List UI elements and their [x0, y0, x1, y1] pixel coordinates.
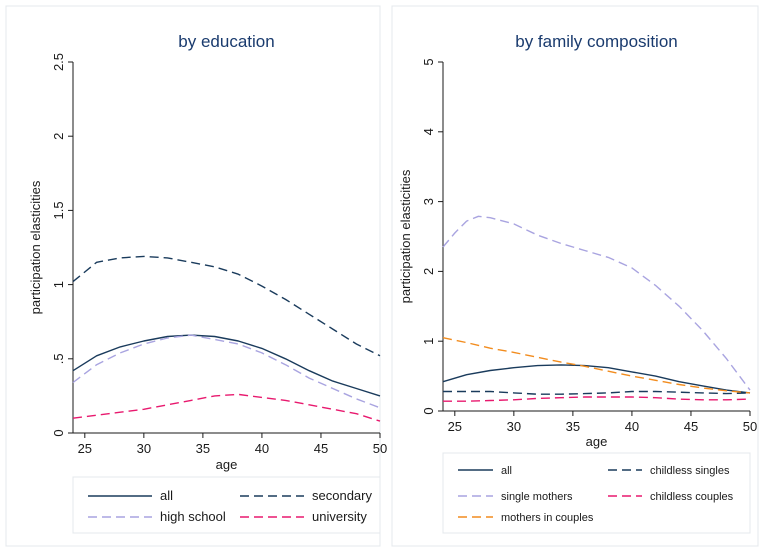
legend-label-secondary: secondary — [312, 488, 372, 503]
legend-label-high-school: high school — [160, 509, 226, 524]
x-axis-label: age — [216, 457, 238, 472]
series-line-single-mothers — [442, 215, 751, 391]
legend-label-all: all — [501, 465, 512, 477]
y-axis-label: participation elasticities — [398, 169, 413, 303]
legend-label-all: all — [160, 488, 173, 503]
x-tick-label: 30 — [507, 419, 521, 434]
y-tick-label: 1 — [421, 338, 436, 345]
chart-title: by family composition — [515, 32, 678, 51]
x-tick-label: 35 — [566, 419, 580, 434]
series-line-mothers-in-couples — [442, 337, 751, 394]
x-tick-label: 30 — [137, 441, 151, 456]
y-tick-label: 1 — [51, 281, 66, 288]
legend-label-childless-couples: childless couples — [650, 491, 734, 503]
y-tick-label: 3 — [421, 198, 436, 205]
x-tick-label: 50 — [743, 419, 757, 434]
y-tick-label: 0 — [51, 429, 66, 436]
y-tick-label: 2.5 — [51, 53, 66, 71]
legend-label-mothers-in-couples: mothers in couples — [501, 512, 594, 524]
y-tick-label: 1.5 — [51, 201, 66, 219]
panel-by-education: by education 0 .5 1 1.5 2 2.5 25 30 35 40 45 50 age pa… — [5, 5, 387, 547]
x-tick-label: 25 — [448, 419, 462, 434]
legend-label-single-mothers: single mothers — [501, 491, 573, 503]
y-axis-label: participation elasticities — [28, 180, 43, 314]
legend-label-university: university — [312, 509, 367, 524]
series-line-childless-singles — [443, 390, 751, 395]
chart-title: by education — [178, 32, 274, 51]
x-tick-label: 45 — [684, 419, 698, 434]
legend-label-childless-singles: childless singles — [650, 465, 730, 477]
legend-box — [72, 476, 381, 534]
x-axis-label: age — [586, 434, 608, 449]
y-tick-label: 0 — [421, 407, 436, 414]
x-tick-label: 40 — [255, 441, 269, 456]
series-line-all — [72, 334, 381, 397]
y-tick-label: 4 — [421, 128, 436, 135]
panel-frame — [5, 5, 381, 547]
series-line-childless-couples — [443, 396, 751, 402]
x-tick-label: 35 — [196, 441, 210, 456]
x-tick-label: 25 — [78, 441, 92, 456]
y-tick-label: .5 — [51, 353, 66, 364]
y-tick-label: 2 — [51, 133, 66, 140]
y-tick-label: 2 — [421, 268, 436, 275]
x-tick-label: 45 — [314, 441, 328, 456]
legend-box — [442, 452, 751, 534]
x-tick-label: 50 — [373, 441, 387, 456]
series-line-university — [72, 393, 381, 422]
series-line-high-school — [72, 334, 381, 409]
series-line-secondary — [72, 255, 381, 357]
y-tick-label: 5 — [421, 58, 436, 65]
x-tick-label: 40 — [625, 419, 639, 434]
series-line-all — [442, 364, 751, 394]
